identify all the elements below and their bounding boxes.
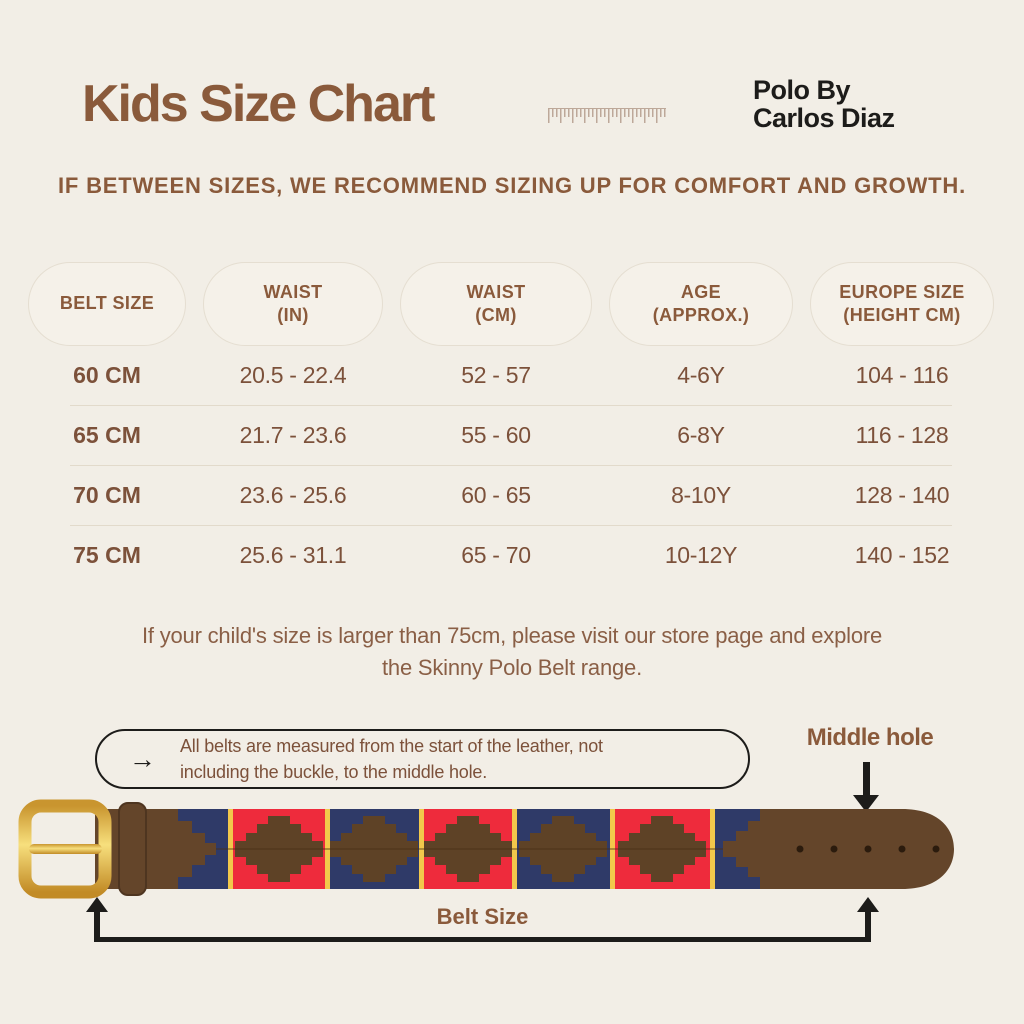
size-table: BELT SIZE WAIST (IN) WAIST (CM) AGE (APP…	[28, 262, 994, 585]
right-arrow-icon: →	[129, 743, 156, 774]
row-divider	[70, 525, 952, 526]
measure-shaft-left	[94, 910, 100, 940]
measure-line	[94, 937, 871, 942]
brand-line-2: Carlos Diaz	[753, 103, 895, 133]
up-arrow-left-icon	[86, 897, 108, 912]
measure-shaft-right	[865, 910, 871, 940]
belt-size-label: Belt Size	[436, 904, 529, 929]
table-row: 70 CM 23.6 - 25.6 60 - 65 8-10Y 128 - 14…	[28, 466, 994, 525]
belt-illustration	[18, 799, 954, 899]
table-header-row: BELT SIZE WAIST (IN) WAIST (CM) AGE (APP…	[28, 262, 994, 346]
middle-hole-label: Middle hole	[806, 724, 934, 751]
brand-logo: Polo By Carlos Diaz	[753, 76, 895, 132]
larger-size-note: If your child's size is larger than 75cm…	[141, 623, 883, 680]
cell-belt-size: 65 CM	[73, 422, 141, 448]
measurement-callout: → All belts are measured from the start …	[95, 729, 750, 789]
down-arrow-head-icon	[853, 795, 879, 812]
cell-europe-size: 116 - 128	[855, 422, 949, 448]
header-age: AGE (APPROX.)	[609, 262, 793, 346]
up-arrow-right-icon	[857, 897, 879, 912]
row-divider	[70, 405, 952, 406]
row-divider	[70, 465, 952, 466]
cell-age: 6-8Y	[677, 422, 725, 448]
cell-waist-in: 23.6 - 25.6	[239, 482, 347, 508]
table-row: 75 CM 25.6 - 31.1 65 - 70 10-12Y 140 - 1…	[28, 526, 994, 585]
cell-waist-cm: 65 - 70	[461, 542, 531, 568]
belt-pattern	[170, 809, 762, 889]
cell-belt-size: 75 CM	[73, 542, 141, 568]
cell-waist-cm: 55 - 60	[461, 422, 531, 448]
cell-waist-in: 20.5 - 22.4	[239, 362, 347, 388]
belt-keeper	[118, 802, 147, 896]
belt-leather-tip	[723, 809, 954, 889]
sizing-advice-subtitle: IF BETWEEN SIZES, WE RECOMMEND SIZING UP…	[58, 173, 966, 198]
cell-europe-size: 128 - 140	[854, 482, 950, 508]
cell-age: 8-10Y	[671, 482, 731, 508]
cell-belt-size: 70 CM	[73, 482, 141, 508]
table-row: 60 CM 20.5 - 22.4 52 - 57 4-6Y 104 - 116	[28, 346, 994, 405]
belt-buckle	[18, 799, 112, 899]
cell-age: 4-6Y	[677, 362, 725, 388]
cell-waist-cm: 60 - 65	[461, 482, 531, 508]
cell-waist-in: 25.6 - 31.1	[239, 542, 347, 568]
header-waist-in: WAIST (IN)	[203, 262, 383, 346]
cell-europe-size: 104 - 116	[855, 362, 949, 388]
cell-waist-cm: 52 - 57	[461, 362, 531, 388]
brand-line-1: Polo By	[753, 75, 851, 105]
header-belt-size: BELT SIZE	[28, 262, 186, 346]
header-europe-size: EUROPE SIZE (HEIGHT CM)	[810, 262, 994, 346]
cell-age: 10-12Y	[664, 542, 738, 568]
cell-belt-size: 60 CM	[73, 362, 141, 388]
page-title: Kids Size Chart	[82, 75, 435, 133]
ruler-ticks-icon	[548, 108, 666, 123]
header-waist-cm: WAIST (CM)	[400, 262, 592, 346]
cell-waist-in: 21.7 - 23.6	[239, 422, 347, 448]
table-row: 65 CM 21.7 - 23.6 55 - 60 6-8Y 116 - 128	[28, 406, 994, 465]
cell-europe-size: 140 - 152	[854, 542, 950, 568]
belt-holes	[796, 845, 940, 853]
measurement-callout-text: All belts are measured from the start of…	[180, 735, 603, 782]
down-arrow-icon	[863, 762, 870, 796]
